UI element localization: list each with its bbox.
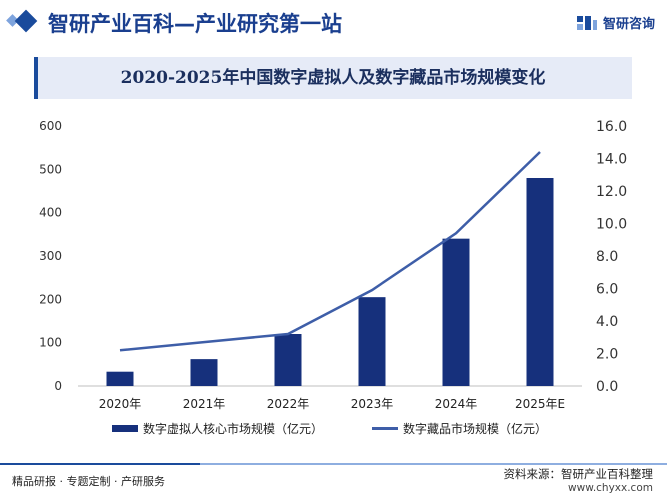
- legend-swatch-bar: [112, 425, 138, 432]
- bar: [190, 359, 218, 386]
- header-diamond-icon: [14, 9, 38, 33]
- right-tick-label: 8.0: [596, 249, 618, 265]
- left-tick-label: 200: [39, 292, 62, 306]
- bar: [442, 238, 470, 386]
- brand-logo-icon: [576, 15, 597, 30]
- right-tick-label: 2.0: [596, 347, 618, 363]
- page-header: 智研产业百科—产业研究第一站 智研咨询: [0, 0, 667, 44]
- x-axis: 2020年 2021年 2022年 2023年 2024年 2025年E: [99, 397, 565, 411]
- line-series: [119, 151, 541, 352]
- left-tick-label: 500: [39, 162, 62, 176]
- legend-swatch-line: [372, 427, 398, 430]
- left-tick-label: 400: [39, 206, 62, 220]
- legend: 数字虚拟人核心市场规模（亿元） 数字藏品市场规模（亿元）: [0, 420, 667, 442]
- footer-site: www.chyxx.com: [568, 482, 653, 494]
- legend-item-line: 数字藏品市场规模（亿元）: [372, 420, 547, 437]
- brand-name: 智研咨询: [602, 17, 655, 32]
- left-axis: 0 100 200 300 400 500 600: [39, 119, 62, 393]
- chart-title: 2020-2025年中国数字虚拟人及数字藏品市场规模变化: [120, 68, 546, 88]
- footer-divider: [0, 463, 667, 465]
- right-tick-label: 14.0: [596, 152, 627, 168]
- chart: 0 100 200 300 400 500 600 0.0 2.0 4.0 6.0 8.0 10.0 1…: [39, 119, 627, 411]
- title-band: [34, 57, 632, 99]
- left-tick-label: 600: [39, 119, 62, 133]
- bar: [526, 178, 554, 386]
- brand: 智研咨询: [576, 13, 655, 32]
- bar-series: [106, 178, 554, 386]
- bar: [106, 371, 134, 386]
- legend-item-bar: 数字虚拟人核心市场规模（亿元）: [112, 420, 323, 437]
- left-tick-label: 100: [39, 336, 62, 350]
- right-tick-label: 6.0: [596, 282, 618, 298]
- legend-label-bar: 数字虚拟人核心市场规模（亿元）: [143, 422, 324, 436]
- right-tick-label: 0.0: [596, 379, 618, 395]
- x-tick-label: 2024年: [435, 397, 478, 411]
- left-tick-label: 300: [39, 249, 62, 263]
- header-title: 智研产业百科—产业研究第一站: [48, 12, 342, 36]
- footer-tagline: 精品研报 · 专题定制 · 产研服务: [12, 475, 165, 488]
- x-tick-label: 2021年: [183, 397, 226, 411]
- right-tick-label: 16.0: [596, 119, 627, 135]
- right-axis: 0.0 2.0 4.0 6.0 8.0 10.0 12.0 14.0 16.0: [596, 119, 627, 395]
- right-tick-label: 12.0: [596, 184, 627, 200]
- x-tick-label: 2025年E: [515, 397, 565, 411]
- left-tick-label: 0: [54, 379, 62, 393]
- title-band-accent: [34, 57, 38, 99]
- x-tick-label: 2023年: [351, 397, 394, 411]
- legend-label-line: 数字藏品市场规模（亿元）: [403, 422, 548, 436]
- bar: [274, 334, 302, 386]
- x-tick-label: 2020年: [99, 397, 142, 411]
- bar: [358, 297, 386, 386]
- right-tick-label: 10.0: [596, 217, 627, 233]
- right-tick-label: 4.0: [596, 314, 618, 330]
- x-tick-label: 2022年: [267, 397, 310, 411]
- footer-divider-accent: [0, 463, 200, 465]
- footer-source: 资料来源：智研产业百科整理: [503, 467, 654, 481]
